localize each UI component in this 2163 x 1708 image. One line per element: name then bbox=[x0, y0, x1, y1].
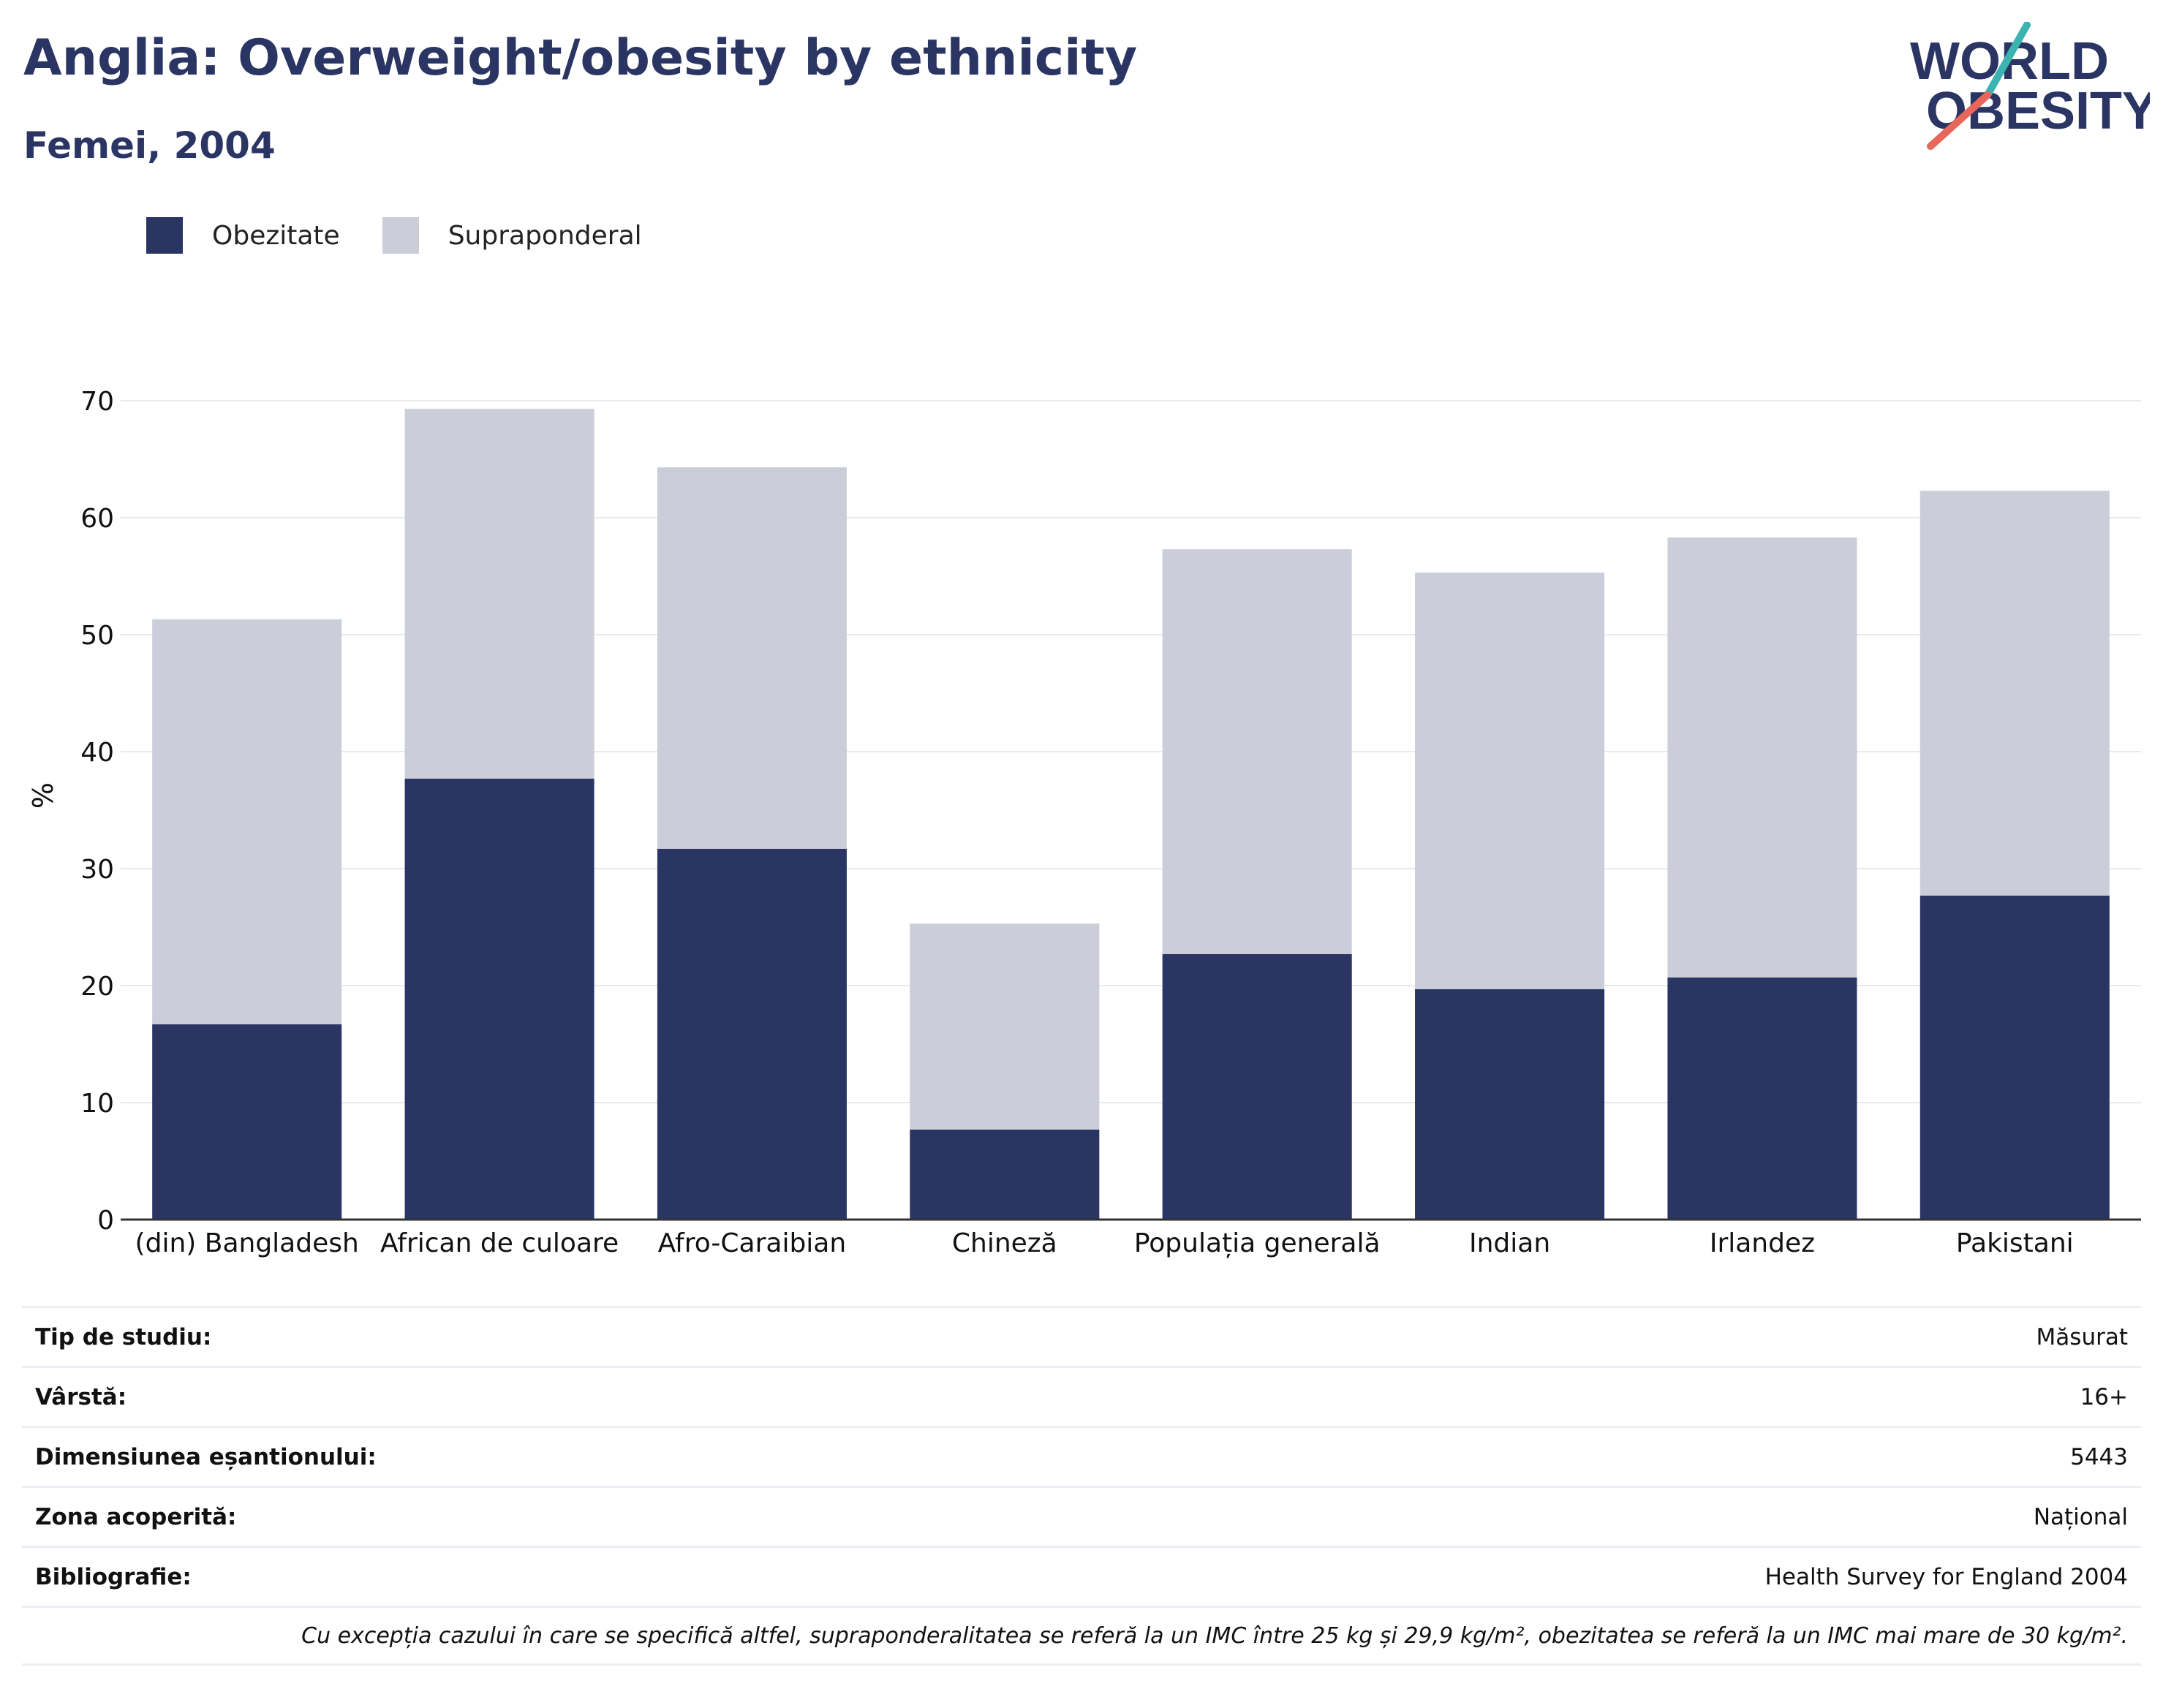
x-tick-label: Populația generală bbox=[1134, 1228, 1381, 1258]
bar-obezitate bbox=[1162, 953, 1352, 1220]
info-table: Tip de studiu: Măsurat Vârstă: 16+ Dimen… bbox=[22, 1306, 2141, 1666]
chart-legend: Obezitate Supraponderal bbox=[146, 216, 684, 254]
y-tick-label: 10 bbox=[80, 1089, 114, 1119]
logo-slash-teal bbox=[1984, 22, 2031, 99]
info-value: 16+ bbox=[2080, 1383, 2128, 1410]
y-tick-label: 30 bbox=[80, 855, 114, 885]
logo-slash-coral bbox=[1927, 91, 1991, 150]
y-tick-label: 50 bbox=[80, 621, 114, 651]
info-row-area: Zona acoperită: Național bbox=[22, 1486, 2141, 1546]
y-tick-label: 60 bbox=[80, 504, 114, 534]
bar-obezitate bbox=[1415, 989, 1605, 1220]
bar-supraponderal bbox=[1667, 537, 1857, 978]
info-value: Măsurat bbox=[2036, 1323, 2128, 1350]
x-tick-label: Afro-Caraibian bbox=[658, 1228, 847, 1258]
info-label: Zona acoperită: bbox=[35, 1503, 237, 1530]
x-tick-label: (din) Bangladesh bbox=[135, 1228, 359, 1258]
legend-item-supraponderal[interactable]: Supraponderal bbox=[382, 217, 642, 254]
bar-chart: 0 10 20 30 40 50 60 70% (din) Bangladesh African … bbox=[27, 387, 2141, 1258]
x-tick-label: Chineză bbox=[952, 1228, 1057, 1258]
bar-obezitate bbox=[1919, 895, 2110, 1220]
legend-label-supraponderal: Supraponderal bbox=[448, 220, 642, 251]
bar-supraponderal bbox=[657, 467, 847, 849]
logo-line2: OBESITY bbox=[1926, 82, 2150, 140]
bar-obezitate bbox=[152, 1024, 342, 1220]
info-label: Tip de studiu: bbox=[35, 1323, 212, 1350]
bar-obezitate bbox=[404, 778, 594, 1220]
legend-swatch-supraponderal bbox=[382, 217, 419, 254]
info-value: Health Survey for England 2004 bbox=[1764, 1563, 2128, 1590]
x-tick-label: Irlandez bbox=[1710, 1228, 1815, 1258]
info-label: Bibliografie: bbox=[35, 1563, 192, 1590]
x-tick-label: African de culoare bbox=[380, 1228, 619, 1258]
y-axis-label: % bbox=[27, 782, 59, 809]
x-tick-label: Indian bbox=[1469, 1228, 1550, 1258]
bar-supraponderal bbox=[910, 923, 1100, 1130]
info-label: Vârstă: bbox=[35, 1383, 127, 1410]
chart-subtitle: Femei, 2004 bbox=[23, 124, 276, 167]
footnote: Cu excepția cazului în care se specifică… bbox=[22, 1606, 2141, 1666]
info-label: Dimensiunea eșantionului: bbox=[35, 1443, 377, 1470]
y-tick-label: 20 bbox=[80, 972, 114, 1002]
bar-supraponderal bbox=[1415, 573, 1605, 989]
info-row-bibliography: Bibliografie: Health Survey for England … bbox=[22, 1546, 2141, 1606]
legend-label-obezitate: Obezitate bbox=[212, 220, 340, 251]
legend-item-obezitate[interactable]: Obezitate bbox=[146, 217, 340, 254]
y-tick-label: 0 bbox=[97, 1206, 114, 1236]
bar-supraponderal bbox=[152, 619, 342, 1024]
bar-obezitate bbox=[910, 1129, 1100, 1220]
bar-supraponderal bbox=[1162, 549, 1352, 954]
bar-supraponderal bbox=[404, 409, 594, 779]
world-obesity-logo: WORLD OBESITY bbox=[1910, 22, 2150, 150]
info-value: Național bbox=[2033, 1503, 2128, 1530]
info-row-sample-size: Dimensiunea eșantionului: 5443 bbox=[22, 1426, 2141, 1486]
info-value: 5443 bbox=[2070, 1443, 2128, 1470]
x-tick-label: Pakistani bbox=[1956, 1228, 2074, 1258]
bar-supraponderal bbox=[1919, 491, 2110, 896]
legend-swatch-obezitate bbox=[146, 217, 183, 254]
chart-title: Anglia: Overweight/obesity by ethnicity bbox=[23, 29, 1138, 87]
info-row-study-type: Tip de studiu: Măsurat bbox=[22, 1306, 2141, 1366]
bar-obezitate bbox=[1667, 977, 1857, 1220]
y-tick-label: 40 bbox=[80, 738, 114, 768]
y-tick-label: 70 bbox=[80, 387, 114, 417]
bar-obezitate bbox=[657, 848, 847, 1220]
info-row-age: Vârstă: 16+ bbox=[22, 1366, 2141, 1426]
